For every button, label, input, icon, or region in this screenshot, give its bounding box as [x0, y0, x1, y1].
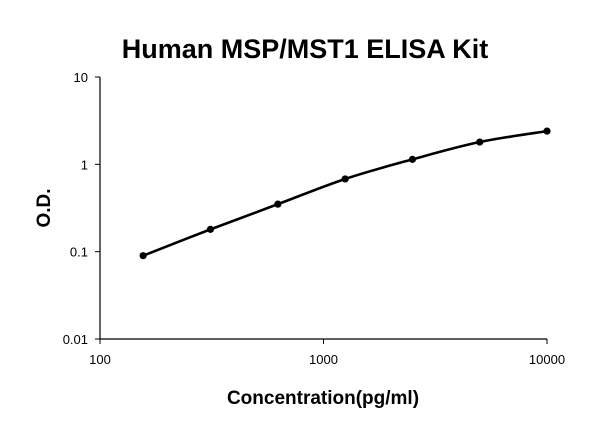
x-axis-label: Concentration(pg/ml) — [227, 388, 419, 409]
x-tick-label: 100 — [89, 352, 111, 367]
data-point — [139, 252, 147, 260]
fit-curve — [142, 129, 548, 257]
y-tick-label: 0.1 — [70, 245, 88, 260]
axes — [99, 77, 547, 340]
fit-curve-line — [142, 129, 548, 257]
data-points — [139, 127, 551, 260]
y-tick-label: 1 — [81, 157, 88, 172]
x-tick-label: 1000 — [309, 352, 338, 367]
data-point — [274, 200, 282, 208]
y-tick-label: 10 — [74, 70, 88, 85]
data-point — [543, 127, 551, 135]
y-axis-label: O.D. — [34, 188, 55, 227]
x-tick-label: 10000 — [529, 352, 565, 367]
data-point — [408, 155, 417, 163]
data-point — [206, 225, 215, 233]
data-point — [341, 175, 349, 183]
y-tick-label: 0.01 — [63, 332, 88, 347]
data-point — [476, 138, 484, 146]
chart-title: Human MSP/MST1 ELISA Kit — [122, 34, 489, 64]
